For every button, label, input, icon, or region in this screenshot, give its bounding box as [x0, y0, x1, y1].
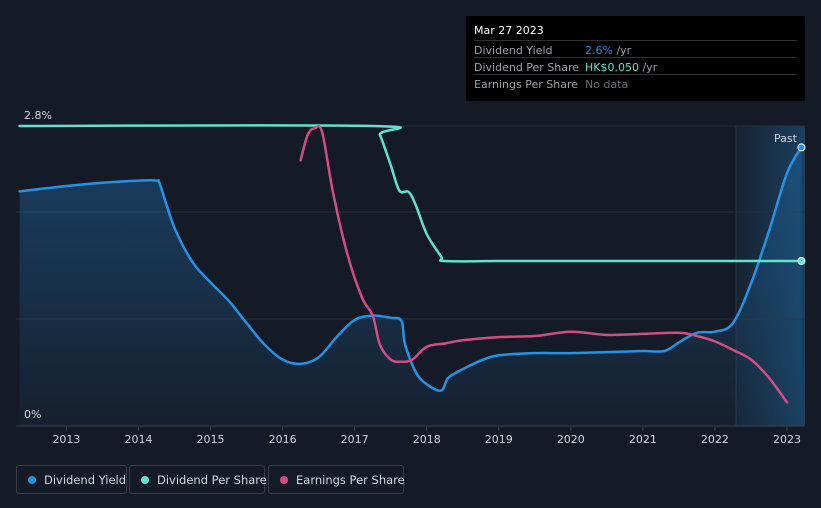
tooltip-value: HK$0.050 /yr	[585, 61, 658, 74]
x-tick-label: 2019	[485, 433, 513, 446]
y-axis: 2.8% 0%	[24, 109, 52, 421]
legend-label: Earnings Per Share	[296, 473, 405, 487]
y-tick-label: 0%	[24, 408, 41, 421]
legend-dividend-per-share[interactable]: Dividend Per Share	[129, 465, 267, 494]
past-label: Past	[774, 132, 798, 145]
tooltip-row-earnings-per-share: Earnings Per Share No data	[474, 74, 797, 92]
dividend-yield-line	[18, 146, 803, 393]
series-endpoints	[797, 143, 806, 265]
x-tick-label: 2014	[124, 433, 152, 446]
tooltip-label: Dividend Per Share	[474, 61, 580, 74]
legend-dot	[141, 476, 149, 484]
series-lines	[18, 124, 803, 404]
legend-label: Dividend Yield	[44, 473, 127, 487]
tooltip-label: Dividend Yield	[474, 44, 553, 57]
x-tick-label: 2021	[629, 433, 657, 446]
legend-dividend-yield[interactable]: Dividend Yield	[16, 465, 127, 494]
x-tick-label: 2013	[52, 433, 80, 446]
y-tick-label: 2.8%	[24, 109, 52, 122]
tooltip-value: 2.6% /yr	[585, 44, 632, 57]
tooltip-date: Mar 27 2023	[474, 24, 544, 37]
series-areas	[19, 147, 802, 426]
dividend-yield-endpoint	[797, 143, 806, 152]
tooltip-value: No data	[585, 78, 629, 91]
legend-dot	[28, 476, 36, 484]
x-tick-label: 2017	[341, 433, 369, 446]
tooltip-row-dividend-per-share: Dividend Per Share HK$0.050 /yr	[474, 57, 797, 75]
dividend-per-share-line	[18, 124, 803, 263]
x-tick-label: 2022	[701, 433, 729, 446]
earnings-per-share-line	[299, 124, 789, 404]
tooltip-label: Earnings Per Share	[474, 78, 579, 91]
x-tick-label: 2023	[773, 433, 801, 446]
legend-earnings-per-share[interactable]: Earnings Per Share	[268, 465, 405, 494]
x-tick-label: 2015	[197, 433, 225, 446]
dividend-per-share-endpoint	[797, 257, 806, 265]
x-tick-label: 2020	[557, 433, 585, 446]
tooltip: Mar 27 2023 Dividend Yield 2.6% /yr Divi…	[466, 16, 805, 101]
x-tick-label: 2018	[413, 433, 441, 446]
legend-label: Dividend Per Share	[157, 473, 267, 487]
x-tick-label: 2016	[269, 433, 297, 446]
legend-dot	[280, 476, 288, 484]
x-axis: 2013 2014 2015 2016 2017 2018 2019 2020 2021 2022…	[52, 426, 801, 446]
tooltip-row-dividend-yield: Dividend Yield 2.6% /yr	[474, 40, 797, 58]
dividend-yield-area	[19, 147, 802, 426]
